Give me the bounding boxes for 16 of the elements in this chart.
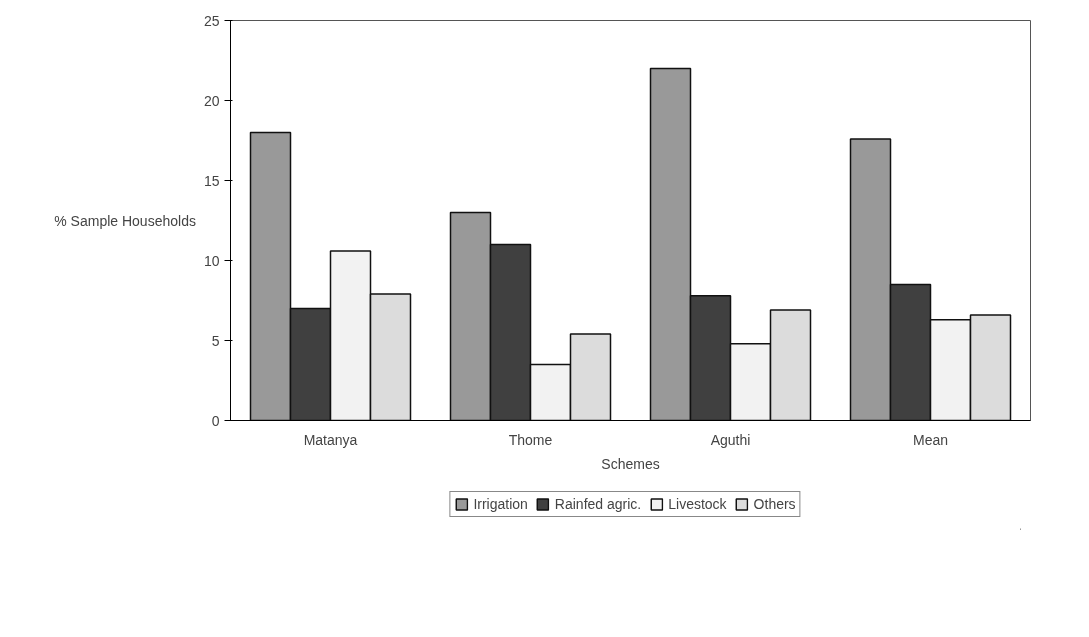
y-tick-label: 0 [211, 412, 220, 429]
y-tick-label: 20 [203, 92, 220, 109]
x-tick-label: Thome [508, 431, 553, 448]
legend-label: Livestock [668, 496, 727, 512]
y-tick-label: 25 [203, 12, 220, 29]
legend-label: Others [753, 496, 796, 512]
y-tick-label: 15 [203, 172, 220, 189]
y-tick-label: 5 [211, 332, 220, 349]
y-axis-title: % Sample Households [54, 212, 196, 229]
x-tick-label: Aguthi [710, 431, 751, 448]
y-tick-label: 10 [203, 252, 220, 269]
x-tick-label: Mean [912, 431, 949, 448]
x-tick-label: Matanya [303, 431, 358, 448]
legend-label: Irrigation [473, 496, 528, 512]
legend-label: Rainfed agric. [554, 496, 642, 512]
x-axis-title: Schemes [601, 455, 660, 472]
